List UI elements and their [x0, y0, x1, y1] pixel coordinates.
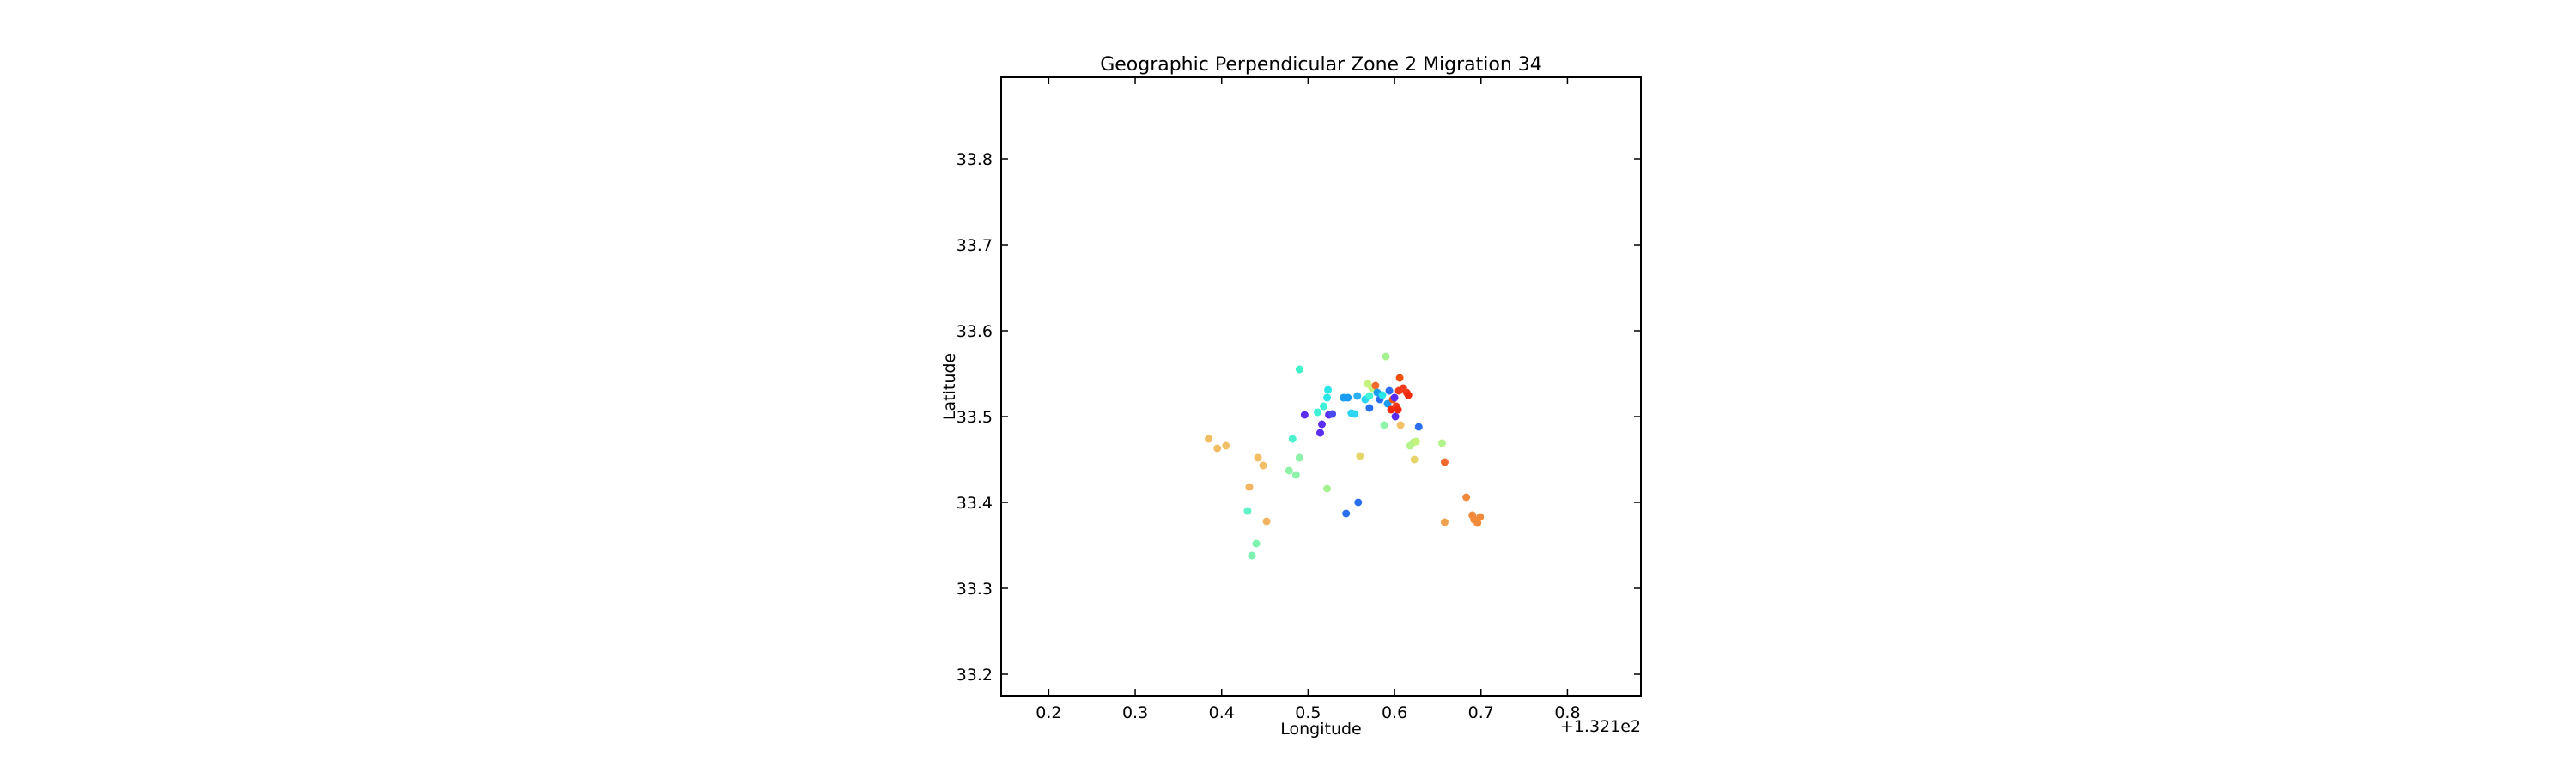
data-point	[1382, 352, 1390, 361]
y-tick-label: 33.3	[957, 580, 993, 599]
data-point	[1371, 381, 1380, 390]
y-axis-ticks: 33.2 33.3 33.4 33.5 33.6 33.7 33.8	[957, 150, 1641, 685]
y-tick-label: 33.6	[957, 322, 993, 341]
data-point	[1383, 399, 1392, 408]
data-point	[1320, 402, 1328, 411]
x-tick-label: 0.2	[1036, 703, 1061, 722]
data-point	[1395, 374, 1404, 382]
data-point	[1318, 420, 1327, 429]
data-point	[1351, 410, 1359, 418]
x-tick-label: 0.8	[1554, 703, 1580, 722]
x-tick-label: 0.6	[1382, 703, 1407, 722]
data-point	[1440, 518, 1449, 526]
y-axis-label: Latitude	[940, 353, 959, 420]
data-point	[1222, 441, 1230, 450]
data-point	[1437, 439, 1446, 447]
data-point	[1254, 453, 1262, 462]
data-point	[1414, 423, 1423, 431]
data-point	[1356, 452, 1364, 460]
data-point	[1323, 484, 1332, 493]
data-point	[1354, 498, 1363, 507]
chart-title: Geographic Perpendicular Zone 2 Migratio…	[1100, 54, 1542, 76]
plot-area	[1000, 76, 1642, 697]
x-tick-label: 0.7	[1468, 703, 1494, 722]
data-point	[1300, 411, 1309, 419]
data-point	[1205, 435, 1213, 443]
data-points	[1205, 352, 1485, 560]
x-tick-label: 0.4	[1209, 703, 1235, 722]
data-point	[1243, 507, 1252, 515]
data-point	[1259, 461, 1267, 470]
data-point	[1323, 393, 1332, 402]
data-point	[1342, 509, 1351, 518]
y-tick-label: 33.2	[957, 666, 993, 685]
data-point	[1391, 412, 1400, 421]
data-point	[1404, 391, 1413, 399]
data-point	[1476, 513, 1485, 521]
data-point	[1412, 437, 1420, 446]
data-point	[1440, 458, 1449, 466]
x-tick-label: 0.5	[1295, 703, 1321, 722]
data-point	[1248, 551, 1256, 560]
data-point	[1410, 455, 1419, 464]
data-point	[1390, 393, 1399, 402]
y-tick-label: 33.8	[957, 150, 993, 169]
data-point	[1385, 386, 1394, 395]
data-point	[1324, 386, 1333, 394]
y-tick-label: 33.5	[957, 408, 993, 427]
data-point	[1285, 466, 1293, 475]
data-point	[1380, 421, 1388, 429]
data-point	[1295, 365, 1303, 374]
y-tick-label: 33.7	[957, 236, 993, 255]
data-point	[1262, 517, 1271, 526]
data-point	[1313, 408, 1321, 417]
data-point	[1252, 539, 1261, 548]
data-point	[1473, 519, 1482, 527]
x-axis-ticks: 0.2 0.3 0.4 0.5 0.6 0.7 0.8	[1036, 77, 1581, 722]
data-point	[1328, 410, 1337, 418]
data-point	[1394, 405, 1402, 414]
data-point	[1295, 453, 1303, 462]
data-point	[1315, 429, 1324, 437]
x-tick-label: 0.3	[1122, 703, 1148, 722]
data-point	[1291, 471, 1300, 479]
data-point	[1213, 444, 1222, 453]
data-point	[1288, 435, 1297, 443]
y-tick-label: 33.4	[957, 494, 993, 513]
x-axis-label: Longitude	[1280, 720, 1362, 739]
data-point	[1365, 392, 1374, 400]
data-point	[1365, 404, 1374, 412]
data-point	[1353, 392, 1362, 400]
data-point	[1344, 393, 1352, 402]
x-axis-offset-label: +1.321e2	[1560, 717, 1641, 736]
data-point	[1378, 391, 1387, 399]
data-point	[1462, 493, 1471, 502]
data-point	[1396, 421, 1405, 429]
data-point	[1245, 483, 1254, 491]
